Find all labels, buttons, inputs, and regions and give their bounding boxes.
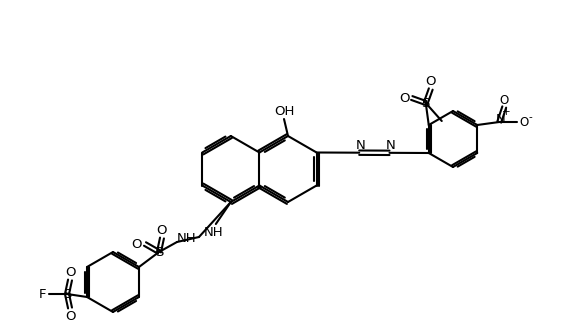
Text: O: O xyxy=(519,116,529,129)
Text: O: O xyxy=(499,94,509,107)
Text: NH: NH xyxy=(204,226,224,239)
Text: O: O xyxy=(400,92,410,105)
Text: O: O xyxy=(65,310,75,323)
Text: O: O xyxy=(65,266,75,279)
Text: NH: NH xyxy=(177,232,197,245)
Text: OH: OH xyxy=(274,105,294,118)
Text: S: S xyxy=(155,245,163,259)
Text: +: + xyxy=(502,107,510,117)
Text: O: O xyxy=(425,74,436,88)
Text: N: N xyxy=(495,113,505,126)
Text: O: O xyxy=(157,223,167,236)
Text: -: - xyxy=(529,112,532,122)
Text: S: S xyxy=(63,288,71,301)
Text: F: F xyxy=(38,288,46,301)
Text: S: S xyxy=(421,97,430,110)
Text: N: N xyxy=(386,139,395,152)
Text: N: N xyxy=(355,139,365,152)
Text: O: O xyxy=(131,237,142,250)
